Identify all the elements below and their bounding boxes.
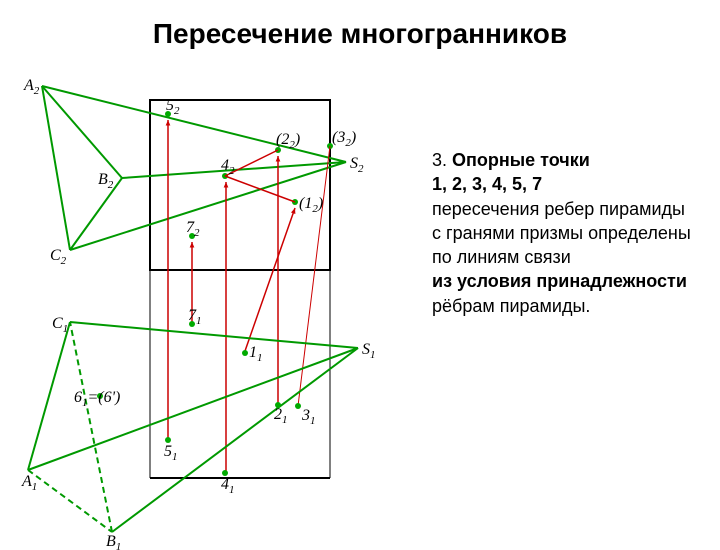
svg-text:B2: B2 bbox=[98, 171, 114, 191]
svg-text:S2: S2 bbox=[350, 155, 364, 175]
expl-body: пересечения ребер пирамиды с гранями при… bbox=[432, 199, 691, 268]
geometry-diagram: A2B2C2S2524272(22)(32)(12)A1B1C1S1514171… bbox=[20, 70, 420, 550]
svg-text:(12): (12) bbox=[299, 195, 323, 215]
svg-text:B1: B1 bbox=[106, 533, 121, 550]
svg-text:(32): (32) bbox=[332, 129, 356, 149]
svg-text:C1: C1 bbox=[52, 315, 68, 335]
svg-text:C2: C2 bbox=[50, 247, 67, 267]
expl-emph: из условия принадлежности bbox=[432, 271, 687, 291]
svg-text:21: 21 bbox=[274, 406, 288, 426]
point-list: 1, 2, 3, 4, 5, 7 bbox=[432, 174, 542, 194]
svg-text:A1: A1 bbox=[21, 473, 37, 493]
svg-text:51: 51 bbox=[164, 443, 178, 463]
svg-text:11: 11 bbox=[249, 344, 263, 364]
step-num: 3. bbox=[432, 150, 452, 170]
svg-text:A2: A2 bbox=[23, 77, 40, 97]
expl-tail: рёбрам пирамиды. bbox=[432, 296, 590, 316]
svg-text:31: 31 bbox=[301, 407, 316, 427]
explanation-text: 3. Опорные точки 1, 2, 3, 4, 5, 7 пересе… bbox=[432, 148, 692, 318]
svg-text:S1: S1 bbox=[362, 341, 376, 361]
page-title: Пересечение многогранников bbox=[0, 18, 720, 50]
svg-text:61=(6'): 61=(6') bbox=[74, 389, 120, 409]
step-heading: Опорные точки bbox=[452, 150, 590, 170]
